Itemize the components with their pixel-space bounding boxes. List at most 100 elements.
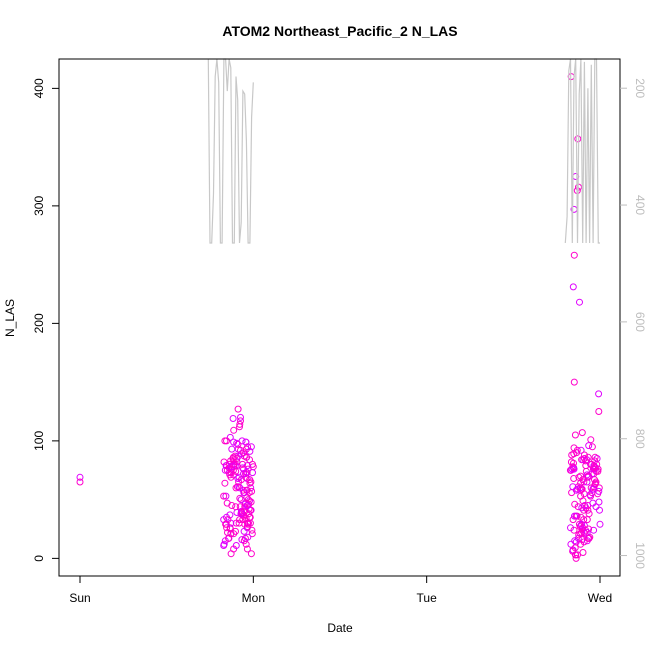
data-point bbox=[592, 478, 600, 486]
data-point bbox=[237, 476, 245, 484]
data-point bbox=[577, 513, 585, 521]
data-point bbox=[585, 534, 593, 542]
data-point bbox=[570, 526, 578, 534]
x-axis: Sun Mon Tue Wed bbox=[69, 576, 612, 605]
data-point bbox=[220, 516, 228, 524]
data-point bbox=[227, 473, 235, 481]
data-point bbox=[233, 439, 241, 447]
data-point bbox=[580, 538, 588, 546]
data-point bbox=[571, 544, 579, 552]
y2-tick-label: 600 bbox=[633, 312, 647, 332]
data-point bbox=[232, 503, 240, 511]
data-point bbox=[577, 472, 585, 480]
data-point bbox=[580, 506, 588, 514]
data-point bbox=[588, 443, 596, 451]
data-point bbox=[594, 465, 602, 473]
data-point bbox=[224, 516, 232, 524]
data-point bbox=[574, 551, 581, 559]
data-point bbox=[226, 433, 234, 441]
data-point bbox=[234, 405, 242, 413]
data-point bbox=[579, 476, 587, 484]
data-point bbox=[591, 453, 599, 461]
data-point bbox=[578, 520, 586, 528]
data-point bbox=[579, 456, 587, 464]
data-point bbox=[569, 283, 577, 291]
data-point bbox=[237, 496, 245, 504]
chart-title: ATOM2 Northeast_Pacific_2 N_LAS bbox=[222, 23, 457, 39]
data-point bbox=[227, 550, 235, 558]
data-point bbox=[247, 550, 255, 558]
data-point bbox=[248, 530, 256, 538]
data-point bbox=[583, 471, 591, 479]
data-point bbox=[240, 470, 248, 478]
data-point bbox=[595, 390, 603, 398]
data-point bbox=[243, 545, 251, 553]
y-tick-label: 400 bbox=[32, 78, 46, 98]
data-point bbox=[247, 498, 255, 506]
y-axis-label: N_LAS bbox=[3, 299, 17, 337]
data-point bbox=[235, 519, 243, 527]
data-point bbox=[585, 525, 593, 533]
data-point bbox=[220, 542, 228, 549]
data-point bbox=[242, 470, 249, 478]
data-point bbox=[232, 542, 240, 549]
data-point bbox=[574, 503, 582, 511]
plot-frame bbox=[58, 58, 621, 577]
data-point bbox=[582, 462, 590, 470]
data-point bbox=[236, 420, 244, 428]
data-point bbox=[221, 479, 229, 487]
data-point bbox=[570, 475, 578, 482]
data-point bbox=[596, 506, 603, 514]
data-point bbox=[239, 460, 247, 468]
data-point bbox=[223, 524, 231, 532]
y-tick-label: 300 bbox=[32, 196, 46, 216]
y-tick-label: 100 bbox=[32, 431, 46, 451]
data-point bbox=[243, 519, 251, 527]
data-point bbox=[244, 533, 252, 541]
data-point bbox=[581, 502, 589, 509]
data-point bbox=[242, 540, 250, 548]
data-point bbox=[247, 478, 255, 486]
line-layer bbox=[207, 58, 600, 244]
y-axis: 0 100 200 300 400 bbox=[32, 78, 59, 562]
data-point bbox=[570, 251, 578, 259]
data-point bbox=[236, 494, 244, 502]
data-point bbox=[223, 466, 231, 474]
x-tick-label: Mon bbox=[242, 591, 265, 605]
data-point bbox=[586, 491, 594, 499]
y2-tick-label: 800 bbox=[633, 429, 647, 449]
y-tick-label: 200 bbox=[32, 313, 46, 333]
data-point bbox=[595, 408, 603, 415]
x-axis-label: Date bbox=[327, 621, 353, 635]
data-point bbox=[577, 540, 585, 548]
y2-tick-label: 1000 bbox=[633, 542, 647, 569]
data-point bbox=[584, 472, 592, 480]
data-point bbox=[596, 520, 604, 528]
points-layer bbox=[76, 73, 604, 562]
data-point bbox=[570, 378, 578, 386]
data-point bbox=[237, 510, 245, 518]
data-point bbox=[248, 526, 256, 534]
data-point bbox=[246, 479, 254, 487]
data-point bbox=[580, 455, 588, 462]
y2-tick-label: 400 bbox=[633, 195, 647, 215]
data-point bbox=[237, 413, 244, 421]
data-point bbox=[570, 465, 578, 473]
y-tick-label: 0 bbox=[32, 555, 46, 562]
data-point bbox=[233, 483, 241, 491]
data-point bbox=[246, 447, 254, 455]
data-point bbox=[578, 429, 586, 437]
data-point bbox=[577, 522, 585, 529]
data-point bbox=[235, 473, 243, 481]
data-point bbox=[240, 489, 248, 497]
data-point bbox=[572, 486, 580, 494]
data-point bbox=[571, 512, 578, 520]
data-point bbox=[227, 530, 235, 538]
data-point bbox=[574, 135, 582, 143]
data-point bbox=[226, 511, 234, 519]
data-point bbox=[228, 445, 236, 453]
data-point bbox=[76, 478, 84, 486]
data-point bbox=[573, 512, 581, 520]
data-point bbox=[587, 436, 595, 444]
